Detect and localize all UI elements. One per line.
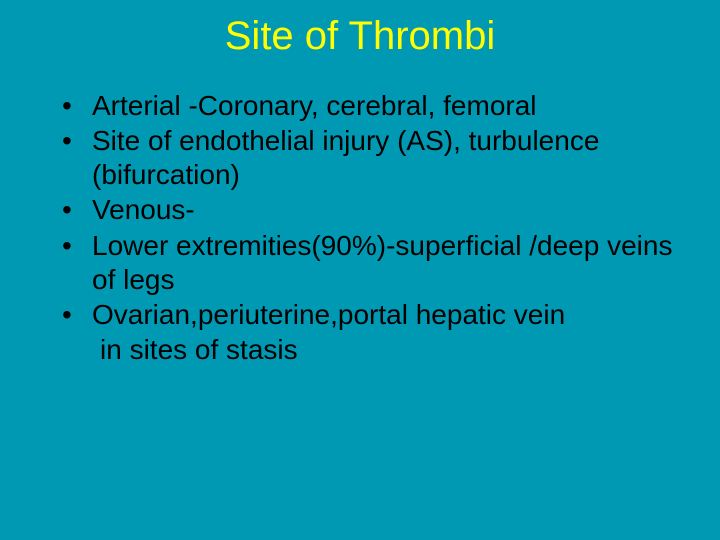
- bullet-item: Venous-: [62, 193, 690, 227]
- bullet-item: Ovarian,periuterine,portal hepatic vein: [62, 298, 690, 332]
- bullet-item: Site of endothelial injury (AS), turbule…: [62, 124, 690, 192]
- continuation-text: in sites of stasis: [30, 333, 690, 367]
- bullet-list: Arterial -Coronary, cerebral, femoral Si…: [30, 89, 690, 332]
- bullet-item: Arterial -Coronary, cerebral, femoral: [62, 89, 690, 123]
- slide-title: Site of Thrombi: [70, 14, 650, 59]
- bullet-item: Lower extremities(90%)-superficial /deep…: [62, 229, 690, 297]
